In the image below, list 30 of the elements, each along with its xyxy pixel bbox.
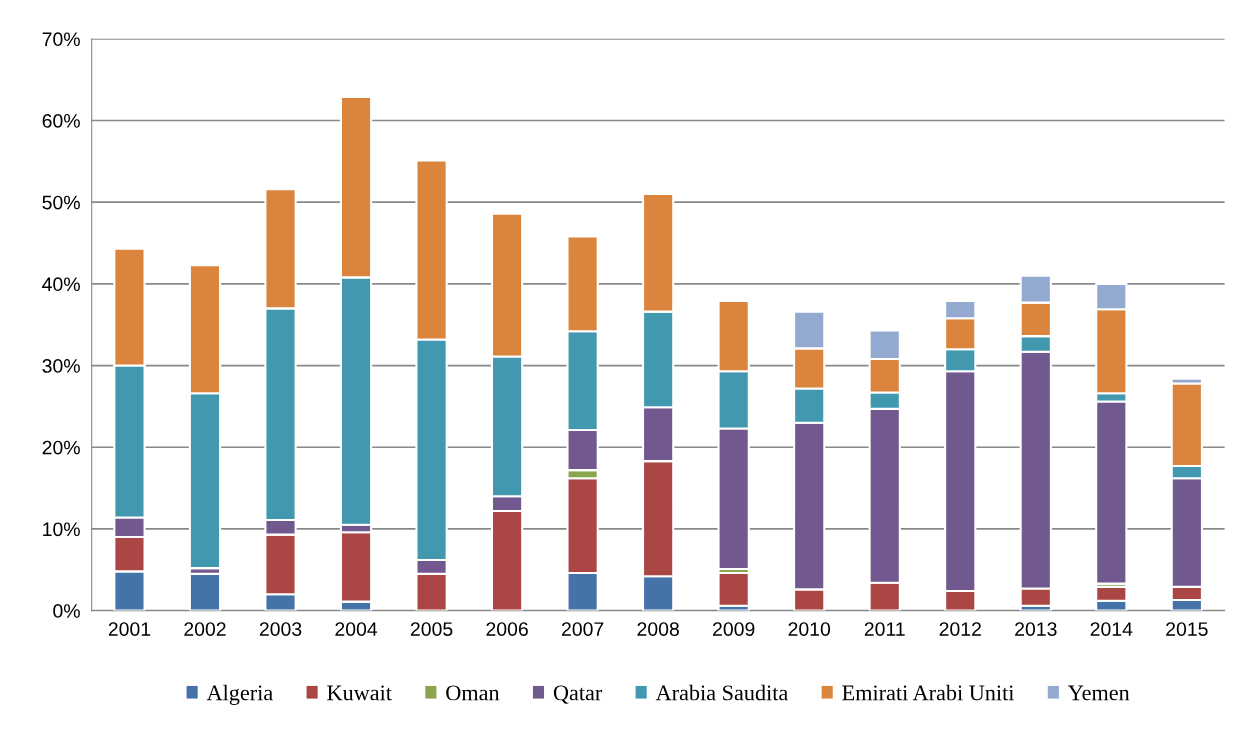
y-tick-label: 0% (53, 604, 80, 618)
x-tick-label: 2012 (939, 622, 981, 636)
x-tick-label: 2005 (410, 622, 453, 636)
y-tick-label: 30% (42, 359, 80, 373)
x-tick-label: 2011 (864, 622, 905, 636)
y-tick-label: 60% (42, 113, 80, 128)
x-tick-label: 2010 (788, 622, 831, 636)
x-tick-label: 2007 (561, 622, 604, 636)
x-tick-label: 2015 (1166, 622, 1208, 636)
legend-label: Qatar (553, 685, 603, 704)
x-tick-label: 2008 (637, 622, 679, 636)
y-tick-label: 10% (43, 522, 80, 537)
y-tick-label: 50% (42, 195, 80, 210)
y-tick-label: 70% (42, 32, 80, 47)
x-tick-label: 2003 (259, 622, 302, 636)
x-tick-label: 2006 (486, 622, 528, 636)
legend-label: Kuwait (327, 685, 392, 701)
x-tick-label: 2002 (184, 622, 226, 636)
legend-label: Yemen (1068, 685, 1130, 701)
legend-label: Emirati Arabi Uniti (842, 684, 1015, 701)
x-tick-label: 2004 (335, 622, 378, 636)
x-tick-label: 2001 (108, 622, 151, 636)
legend-label: Oman (446, 685, 500, 701)
x-tick-label: 2009 (713, 622, 755, 636)
legend-label: Algeria (206, 684, 273, 705)
y-tick-label: 20% (42, 440, 80, 455)
legend-label: Arabia Saudita (655, 684, 788, 701)
x-tick-label: 2013 (1015, 622, 1057, 636)
x-tick-label: 2014 (1090, 622, 1133, 636)
y-tick-label: 40% (42, 277, 80, 292)
